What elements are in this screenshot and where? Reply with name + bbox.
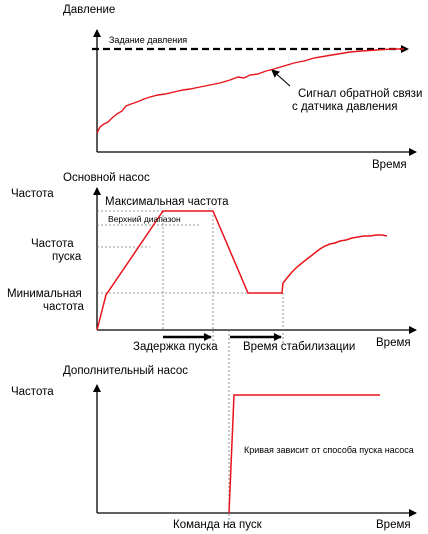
main-pump-panel: Основной насос Частота Максимальная част… <box>7 172 417 530</box>
feedback-label-1: Сигнал обратной связи <box>298 88 422 100</box>
aux-y-label: Частота <box>11 386 54 398</box>
pressure-panel: Давление Задание давления Сигнал обратно… <box>63 4 422 171</box>
max-frequency-label: Максимальная частота <box>105 196 229 208</box>
curve-note: Кривая зависит от способа пуска насоса <box>244 445 414 455</box>
feedback-pointer-arrow <box>271 69 291 87</box>
stabilization-label: Время стабилизации <box>243 341 355 353</box>
min-frequency-label-2: частота <box>43 301 85 313</box>
pressure-x-label: Время <box>372 159 407 171</box>
upper-range-label: Верхний диапазон <box>108 214 181 224</box>
start-frequency-label-2: пуска <box>52 251 82 263</box>
main-pump-title: Основной насос <box>63 172 150 184</box>
feedback-label-2: с датчика давления <box>292 101 397 113</box>
start-command-label: Команда на пуск <box>173 519 263 531</box>
min-frequency-label-1: Минимальная <box>7 288 82 300</box>
aux-frequency-curve <box>228 394 380 514</box>
start-delay-label: Задержка пуска <box>133 341 218 353</box>
aux-pump-panel: Дополнительный насос Частота Кривая зави… <box>11 365 417 531</box>
main-y-label: Частота <box>11 188 54 200</box>
setpoint-label: Задание давления <box>109 35 187 45</box>
pressure-title: Давление <box>63 4 115 16</box>
aux-pump-title: Дополнительный насос <box>63 365 188 377</box>
aux-x-label: Время <box>376 519 411 531</box>
main-x-label: Время <box>376 337 411 349</box>
main-frequency-curve <box>96 210 388 331</box>
pressure-feedback-curve <box>96 48 404 134</box>
start-frequency-label-1: Частота <box>31 238 74 250</box>
